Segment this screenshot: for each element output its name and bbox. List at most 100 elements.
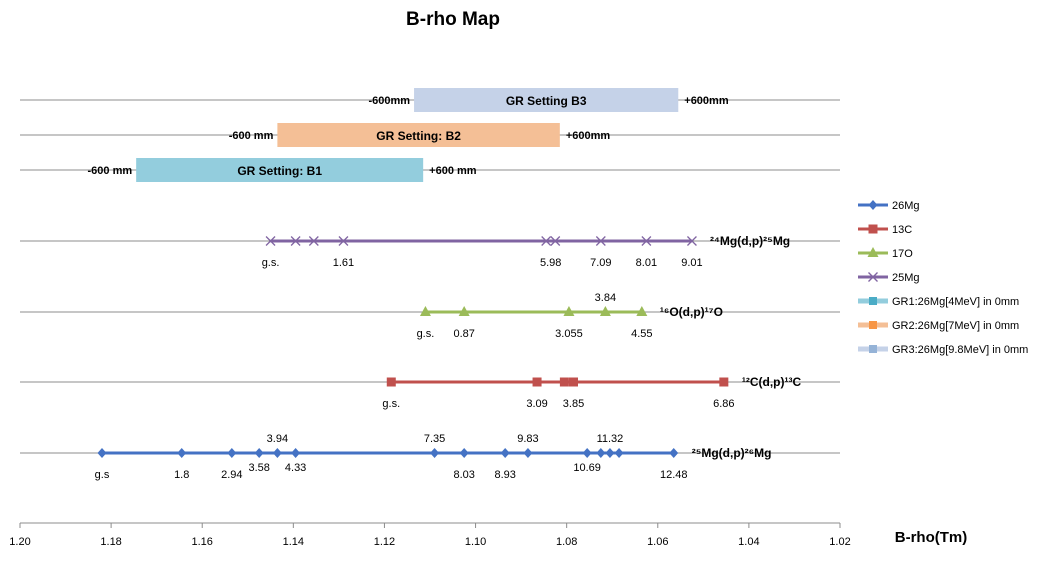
x-tick-label: 1.10 [465, 536, 486, 548]
data-point [265, 236, 276, 246]
data-point [254, 448, 264, 458]
data-point [177, 448, 187, 458]
x-marker-stroke [265, 236, 276, 246]
gr-setting-bar [414, 88, 679, 112]
data-label: 10.69 [573, 462, 601, 474]
data-label: g.s. [262, 257, 280, 269]
data-label: g.s [95, 469, 110, 481]
legend-entry: GR1:26Mg[4MeV] in 0mm [858, 296, 1019, 308]
data-point [523, 448, 533, 458]
gr-setting-left-limit: -600 mm [88, 165, 133, 177]
legend-label: 25Mg [892, 272, 920, 284]
data-label: 0.87 [453, 328, 474, 340]
reaction-label: ¹⁶O(d,p)¹⁷O [660, 305, 723, 319]
gr-setting-left-limit: -600 mm [229, 130, 274, 142]
data-point [582, 448, 592, 458]
data-point [338, 236, 349, 246]
legend-entry: 26Mg [858, 200, 920, 212]
data-label: 3.84 [595, 292, 616, 304]
x-marker-stroke [308, 236, 319, 246]
legend-marker [868, 200, 878, 210]
data-label: 2.94 [221, 469, 242, 481]
legend-entry: GR2:26Mg[7MeV] in 0mm [858, 320, 1019, 332]
legend-label: 17O [892, 248, 913, 260]
series-25Mg: g.s. 1.61 5.98 7.09 8.01 9.01 ²⁴Mg(d,p)²⁵Mg [262, 234, 790, 269]
x-tick-label: 1.02 [829, 536, 850, 548]
x-tick-label: 1.12 [374, 536, 395, 548]
data-label: 8.93 [494, 469, 515, 481]
legend-label: GR3:26Mg[9.8MeV] in 0mm [892, 344, 1028, 356]
data-label: 7.09 [590, 257, 611, 269]
data-point [541, 236, 552, 246]
legend: 26Mg 13C 17O 25Mg GR1:26Mg[4MeV] in 0mm GR2:2… [858, 200, 1028, 356]
data-label: 4.33 [285, 462, 306, 474]
data-label: 8.03 [453, 469, 474, 481]
data-point [559, 377, 569, 387]
x-marker-stroke [541, 236, 552, 246]
data-point [386, 377, 396, 387]
data-point [605, 448, 615, 458]
series-17O: g.s. 0.87 3.055 3.84 4.55 ¹⁶O(d,p)¹⁷O [417, 292, 723, 340]
gr-setting-right-limit: +600 mm [429, 165, 477, 177]
gr-setting-GR3: GR Setting B3 -600mm +600mm [368, 88, 729, 112]
x-tick-label: 1.14 [283, 536, 304, 548]
data-point [686, 236, 697, 246]
x-tick-label: 1.18 [100, 536, 121, 548]
legend-marker [869, 297, 877, 305]
data-label: 1.8 [174, 469, 189, 481]
data-point [669, 448, 679, 458]
data-point [636, 306, 648, 316]
data-point [419, 306, 431, 316]
gr-setting-label: GR Setting: B2 [376, 129, 461, 143]
data-point [430, 448, 440, 458]
gr-setting-bar [136, 158, 424, 182]
data-label: 1.61 [333, 257, 354, 269]
data-label: g.s. [417, 328, 435, 340]
data-point [569, 377, 578, 387]
data-point [97, 448, 107, 458]
data-label: 9.01 [681, 257, 702, 269]
data-point [719, 377, 729, 387]
x-marker-stroke [641, 236, 652, 246]
data-point [459, 448, 469, 458]
x-marker-stroke [338, 236, 349, 246]
data-point [599, 306, 611, 316]
data-point [290, 236, 301, 246]
data-point [291, 448, 301, 458]
series-26Mg: g.s 1.8 2.94 3.58 3.94 4.33 7.35 8.03 8.93 9.83 10… [95, 433, 772, 481]
gr-setting-GR1: GR Setting: B1 -600 mm +600 mm [88, 158, 477, 182]
reaction-label: ²⁵Mg(d,p)²⁶Mg [692, 446, 772, 460]
data-label: 3.58 [248, 462, 269, 474]
legend-label: 26Mg [892, 200, 920, 212]
legend-label: 13C [892, 224, 912, 236]
legend-marker [868, 272, 878, 282]
data-label: 5.98 [540, 257, 561, 269]
gr-setting-bar [277, 123, 560, 147]
x-marker-stroke [868, 272, 878, 282]
legend-entry: 17O [858, 247, 913, 260]
chart-title: B-rho Map [406, 9, 500, 30]
data-point [227, 448, 237, 458]
data-point [614, 448, 624, 458]
data-label: 7.35 [424, 433, 445, 445]
gr-setting-left-limit: -600mm [368, 95, 410, 107]
legend-label: GR2:26Mg[7MeV] in 0mm [892, 320, 1019, 332]
data-point [500, 448, 510, 458]
data-point [308, 236, 319, 246]
data-label: 12.48 [660, 469, 688, 481]
x-tick-label: 1.06 [647, 536, 668, 548]
data-point [641, 236, 652, 246]
data-point [595, 236, 606, 246]
legend-entry: GR3:26Mg[9.8MeV] in 0mm [858, 344, 1028, 356]
data-label: 9.83 [517, 433, 538, 445]
plot-area: 1.20 1.18 1.16 1.14 1.12 1.10 1.08 1.06 1.04 1.02… [9, 88, 851, 548]
series-13C: g.s. 3.09 3.85 6.86 ¹²C(d,p)¹³C [382, 375, 801, 410]
legend-label: GR1:26Mg[4MeV] in 0mm [892, 296, 1019, 308]
x-marker-stroke [595, 236, 606, 246]
gr-setting-right-limit: +600mm [566, 130, 611, 142]
data-label: 3.85 [563, 398, 584, 410]
x-axis-label: B-rho(Tm) [895, 529, 967, 546]
x-marker-stroke [686, 236, 697, 246]
data-point [550, 236, 561, 246]
